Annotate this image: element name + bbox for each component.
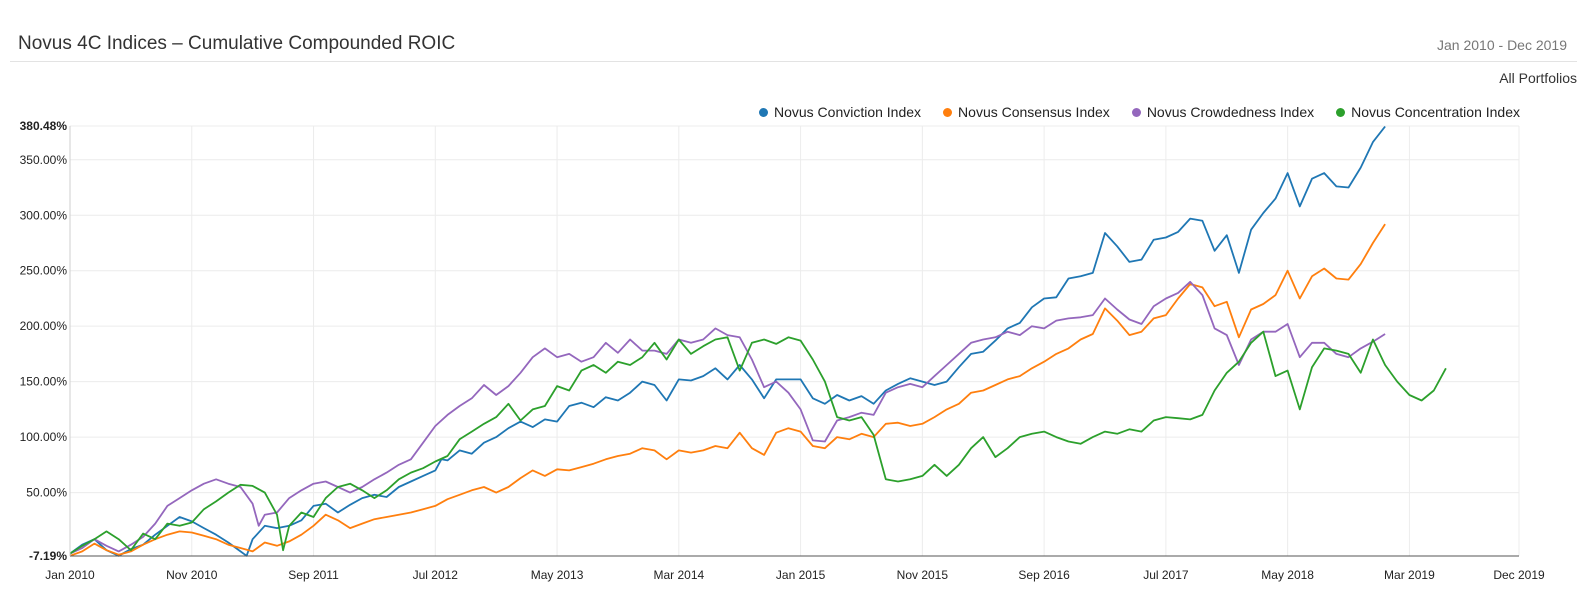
series-line-novus-crowdedness-index[interactable] (69, 280, 1386, 555)
chart-axes: 380.48% 350.00% 300.00% 250.00% 200.00% 150.0… (20, 119, 1545, 582)
chart-header: Novus 4C Indices – Cumulative Compounded… (10, 0, 1577, 62)
legend-marker (1131, 107, 1141, 117)
y-tick-label: 150.00% (20, 375, 68, 389)
legend-item[interactable]: Novus Consensus Index (943, 104, 1110, 120)
y-tick-label: 200.00% (20, 319, 68, 333)
legend-marker (943, 107, 953, 117)
legend-item[interactable]: Novus Conviction Index (758, 104, 922, 120)
chart-title: Novus 4C Indices – Cumulative Compounded… (18, 33, 456, 54)
y-tick-label: 350.00% (20, 153, 68, 167)
chart-grid (69, 125, 1520, 557)
x-tick-label: Jul 2017 (1143, 568, 1189, 582)
y-tick-label: 250.00% (20, 264, 68, 278)
legend-label: Novus Concentration Index (1351, 104, 1520, 120)
x-tick-label: May 2013 (531, 568, 584, 582)
date-range-label[interactable]: Jan 2010 - Dec 2019 (1437, 37, 1567, 53)
x-tick-label: Sep 2011 (288, 568, 339, 582)
x-tick-label: Jan 2010 (45, 568, 95, 582)
y-tick-label: 100.00% (20, 430, 68, 444)
series-line-novus-concentration-index[interactable] (69, 330, 1447, 555)
series-line-novus-consensus-index[interactable] (69, 223, 1386, 557)
x-tick-label: Dec 2019 (1493, 568, 1545, 582)
x-tick-label: Mar 2019 (1384, 568, 1435, 582)
x-tick-label: Nov 2015 (897, 568, 949, 582)
legend-label: Novus Conviction Index (773, 104, 922, 120)
series-line-novus-conviction-index[interactable] (69, 125, 1386, 557)
chart-series (69, 125, 1447, 557)
legend-marker (758, 107, 768, 117)
legend-marker (1336, 107, 1346, 117)
y-tick-label: 300.00% (20, 208, 68, 222)
x-tick-label: Sep 2016 (1018, 568, 1070, 582)
legend-item[interactable]: Novus Crowdedness Index (1131, 104, 1315, 120)
legend-item[interactable]: Novus Concentration Index (1336, 104, 1520, 120)
chart-legend: Novus Conviction Index Novus Consensus In… (758, 104, 1520, 120)
legend-label: Novus Consensus Index (958, 104, 1110, 120)
x-tick-label: Jul 2012 (413, 568, 459, 582)
x-tick-label: Mar 2014 (653, 568, 704, 582)
y-tick-label: 380.48% (20, 119, 68, 133)
legend-label: Novus Crowdedness Index (1146, 104, 1315, 120)
y-tick-label: -7.19% (29, 549, 67, 563)
y-tick-label: 50.00% (26, 486, 67, 500)
x-tick-label: May 2018 (1261, 568, 1314, 582)
x-tick-label: Nov 2010 (166, 568, 218, 582)
portfolio-filter[interactable]: All Portfolios (1499, 70, 1577, 86)
x-tick-label: Jan 2015 (776, 568, 826, 582)
